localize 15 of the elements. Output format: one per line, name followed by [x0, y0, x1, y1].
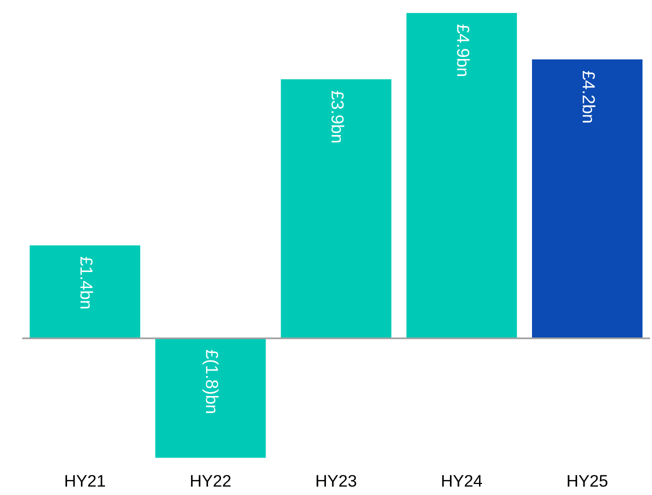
- bar: [406, 12, 517, 338]
- x-tick-label: HY23: [316, 474, 356, 487]
- bar: [280, 79, 392, 338]
- data-label: £(1.8)bn: [202, 350, 219, 413]
- data-label: £1.4bn: [80, 256, 94, 308]
- x-tick-label: HY24: [442, 474, 482, 487]
- x-tick-label: HY25: [568, 474, 608, 487]
- data-label: £3.9bn: [331, 90, 344, 142]
- bar: [155, 338, 266, 458]
- bar: [30, 245, 140, 338]
- x-tick-label: HY22: [191, 474, 231, 487]
- bar: [532, 59, 643, 338]
- data-label: £4.2bn: [582, 70, 596, 122]
- x-tick-label: HY21: [65, 474, 105, 487]
- data-label: £4.9bn: [457, 24, 470, 76]
